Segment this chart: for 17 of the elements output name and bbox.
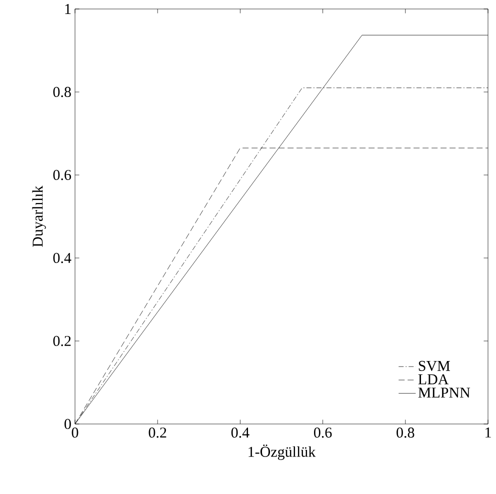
legend-label: LDA [418,374,449,384]
legend-label: SVM [418,360,450,372]
x-tick-label: 0.4 [231,428,250,438]
y-tick-label: 0.2 [53,336,71,346]
x-tick-label: 0.6 [314,428,332,438]
x-tick-label: 0.2 [148,428,166,438]
legend-label: MLPNN [418,388,470,398]
y-tick-label: 1 [65,4,71,14]
x-tick-label: 1 [486,428,491,438]
x-tick-label: 0.8 [396,428,414,438]
y-tick-label: 0.8 [53,86,71,98]
y-tick-label: 0.6 [53,170,72,180]
x-tick-label: 0 [72,428,78,438]
y-axis-title: Duyarlılık [32,186,46,247]
y-tick-label: 0 [64,418,71,430]
y-tick-label: 0.4 [53,252,72,264]
x-axis-title: 1-Özgüllük [248,444,316,460]
